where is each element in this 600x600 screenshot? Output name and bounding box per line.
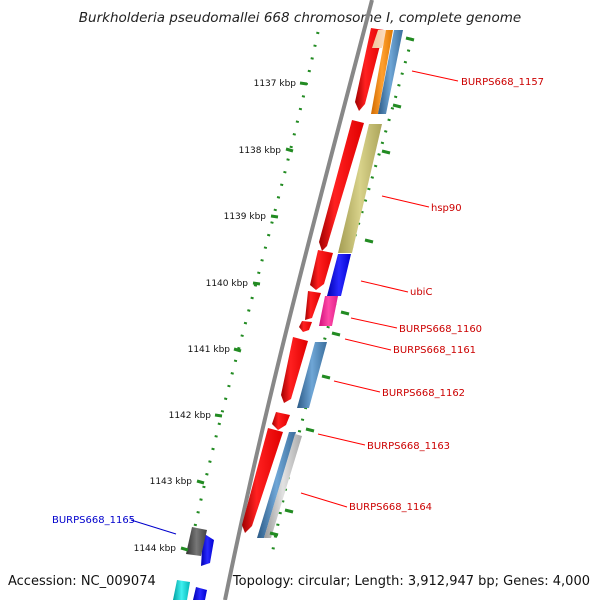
gene-label-burps668-1160[interactable]: BURPS668_1160 [399,324,482,335]
cds-block [264,434,302,538]
callout-lines [300,70,459,508]
gene-label-burps668-1165[interactable]: BURPS668_1165 [52,515,135,526]
gene-arrow [281,337,308,403]
gene-label-burps668-1164[interactable]: BURPS668_1164 [349,502,432,513]
gene-arrow [242,428,283,533]
kbp-label: 1141 kbp [188,345,231,355]
cds-block [257,432,296,538]
gene-label-burps668-1157[interactable]: BURPS668_1157 [461,77,544,88]
gene-label-burps668-1161[interactable]: BURPS668_1161 [393,345,476,356]
cds-block [372,30,388,48]
cds-track [173,30,403,600]
cds-block [173,580,190,600]
kbp-ticks [180,81,308,552]
kbp-label: 1142 kbp [169,411,212,421]
kbp-label: 1143 kbp [150,477,193,487]
cds-block [319,296,338,326]
genome-summary-text: Topology: circular; Length: 3,912,947 bp… [232,574,590,589]
gene-arrow [272,412,290,430]
gene-labels: BURPS668_1157 hsp90 ubiC BURPS668_1160 B… [52,77,544,526]
map-title: Burkholderia pseudomallei 668 chromosome… [78,10,522,26]
cds-block [371,30,393,114]
kbp-label: 1137 kbp [254,79,297,89]
callout-line [130,519,177,535]
gene-label-burps668-1163[interactable]: BURPS668_1163 [367,441,450,452]
accession-text: Accession: NC_009074 [8,574,156,589]
forward-genes [193,28,384,600]
gene-arrow [310,250,333,290]
cds-block [297,342,327,408]
kbp-label: 1144 kbp [134,544,177,554]
gene-arrow [319,120,364,251]
cds-block [338,124,382,253]
kbp-label: 1140 kbp [206,279,249,289]
gene-arrow [355,28,384,111]
gene-arrow [299,321,312,332]
gene-label-ubic[interactable]: ubiC [410,287,432,298]
cds-block [327,254,351,296]
cds-block [186,527,207,556]
gene-label-hsp90[interactable]: hsp90 [431,203,462,214]
gene-label-burps668-1162[interactable]: BURPS668_1162 [382,388,465,399]
gene-arrow [305,291,321,320]
kbp-labels: 1137 kbp 1138 kbp 1139 kbp 1140 kbp 1141… [134,79,297,554]
kbp-label: 1139 kbp [224,212,267,222]
inner-track-dots [186,31,320,561]
kbp-label: 1138 kbp [239,146,282,156]
backbone-circle [223,0,374,600]
outer-ticks [269,36,415,537]
cds-block [378,30,403,114]
gene-arrow [193,587,207,600]
